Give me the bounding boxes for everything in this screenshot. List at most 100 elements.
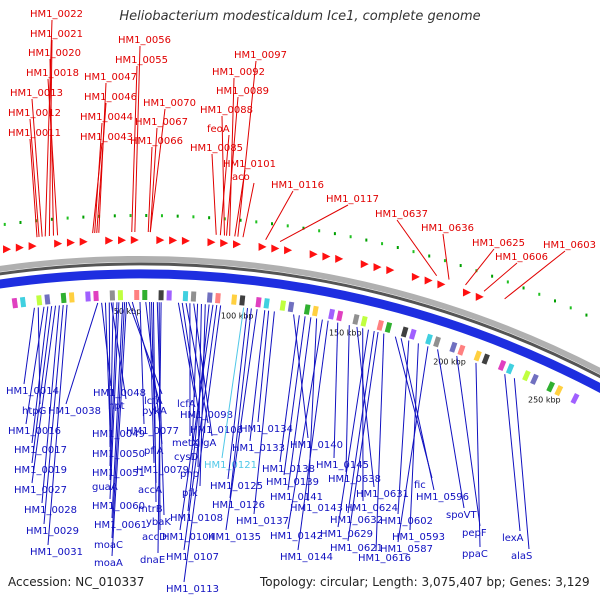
outer-marker bbox=[585, 313, 588, 317]
outer-marker bbox=[553, 299, 556, 303]
reverse-gene-label: HM1_0029 bbox=[26, 526, 79, 537]
reverse-gene-label: HM1_0038 bbox=[48, 406, 101, 417]
forward-gene-arrow bbox=[322, 252, 331, 261]
reverse-leader-line bbox=[177, 302, 196, 398]
inner-feature-block bbox=[530, 373, 539, 385]
inner-feature-block bbox=[190, 291, 197, 302]
forward-gene-arrow bbox=[233, 240, 242, 249]
reverse-leader-line bbox=[139, 301, 145, 425]
reverse-gene-label: HM1_0638 bbox=[328, 474, 381, 485]
reverse-leader-line bbox=[513, 378, 530, 550]
reverse-leader-line bbox=[347, 331, 375, 514]
forward-leader-line bbox=[149, 108, 166, 233]
inner-feature-block bbox=[85, 291, 91, 302]
forward-gene-arrow bbox=[373, 263, 382, 272]
reverse-leader-line bbox=[111, 302, 126, 539]
reverse-gene-label: HM1_0142 bbox=[270, 531, 323, 542]
forward-leader-line bbox=[442, 233, 450, 280]
reverse-leader-line bbox=[183, 305, 222, 583]
reverse-leader-line bbox=[347, 331, 379, 542]
inner-feature-block bbox=[255, 297, 262, 308]
inner-feature-block bbox=[142, 290, 148, 301]
reverse-gene-label: HM1_0051 bbox=[92, 468, 145, 479]
reverse-gene-label: HM1_0121 bbox=[204, 460, 257, 471]
forward-gene-arrow bbox=[156, 236, 165, 245]
reverse-leader-line bbox=[333, 322, 339, 459]
forward-gene-arrow bbox=[424, 276, 433, 285]
outer-marker bbox=[129, 214, 132, 218]
reverse-gene-label: HM1_0145 bbox=[316, 460, 369, 471]
backbone-core bbox=[0, 262, 600, 379]
reverse-gene-label: accA bbox=[138, 485, 162, 496]
reverse-leader-line bbox=[397, 340, 410, 515]
reverse-leader-line bbox=[337, 329, 369, 528]
outer-marker bbox=[538, 292, 541, 296]
forward-gene-arrow bbox=[309, 250, 318, 259]
reverse-gene-label: HM1_0108 bbox=[170, 513, 223, 524]
forward-leader-line bbox=[131, 65, 138, 233]
inner-feature-block bbox=[449, 341, 458, 353]
forward-gene-arrow bbox=[3, 245, 12, 254]
outer-marker bbox=[428, 254, 431, 258]
inner-feature-block bbox=[352, 314, 360, 325]
forward-leader-line bbox=[483, 262, 518, 292]
map-title: Heliobacterium modesticaldum Ice1, compl… bbox=[119, 9, 481, 24]
inner-feature-block bbox=[546, 381, 556, 393]
reverse-leader-line bbox=[475, 362, 481, 548]
forward-gene-label: HM1_0070 bbox=[143, 98, 196, 109]
forward-leader-line bbox=[44, 19, 53, 237]
forward-gene-label: HM1_0085 bbox=[190, 143, 243, 154]
reverse-leader-line bbox=[156, 302, 165, 516]
reverse-gene-label: dnaE bbox=[140, 555, 165, 566]
forward-gene-arrow bbox=[118, 236, 127, 245]
reverse-gene-label: HM1_0125 bbox=[210, 481, 263, 492]
reverse-gene-label: lcfA bbox=[177, 399, 196, 410]
forward-gene-label: feoA bbox=[207, 124, 230, 135]
reverse-gene-label: hpt bbox=[108, 401, 125, 412]
reverse-gene-label: HM1_0143 bbox=[290, 503, 343, 514]
forward-gene-label: HM1_0066 bbox=[130, 136, 183, 147]
forward-gene-label: HM1_0101 bbox=[223, 159, 276, 170]
reverse-gene-band bbox=[0, 269, 600, 394]
backbone-outer bbox=[0, 256, 600, 375]
outer-marker bbox=[443, 259, 446, 263]
outer-marker bbox=[160, 214, 163, 218]
forward-leader-line bbox=[47, 78, 59, 236]
forward-leader-line bbox=[465, 248, 495, 286]
reverse-gene-label: HM1_0019 bbox=[14, 465, 67, 476]
outer-marker bbox=[491, 274, 494, 278]
forward-leader-line bbox=[221, 115, 225, 236]
forward-gene-arrow bbox=[411, 272, 420, 281]
inner-feature-block bbox=[433, 336, 441, 348]
reverse-gene-label: HM1_0624 bbox=[345, 503, 398, 514]
reverse-leader-line bbox=[287, 319, 323, 530]
reverse-leader-line bbox=[109, 302, 118, 481]
inner-feature-block bbox=[481, 353, 490, 365]
reverse-gene-label: moaC bbox=[94, 540, 123, 551]
reverse-gene-label: cysD bbox=[174, 452, 199, 463]
reverse-leader-line bbox=[287, 317, 312, 491]
forward-gene-label: HM1_0636 bbox=[421, 223, 474, 234]
reverse-leader-line bbox=[504, 374, 521, 532]
forward-leader-line bbox=[279, 204, 349, 243]
scale-tick-label: 250 kbp bbox=[528, 396, 561, 405]
reverse-leader-line bbox=[104, 302, 111, 428]
reverse-leader-line bbox=[109, 302, 120, 500]
forward-leader-line bbox=[229, 77, 235, 236]
forward-gene-label: HM1_0625 bbox=[472, 238, 525, 249]
scale-tick-label: 100 kbp bbox=[221, 312, 254, 321]
reverse-gene-label: HM1_0126 bbox=[212, 500, 265, 511]
reverse-leader-line bbox=[149, 302, 155, 464]
reverse-gene-label: ppaC bbox=[462, 549, 488, 560]
forward-leader-line bbox=[504, 250, 566, 300]
forward-leader-line bbox=[147, 146, 153, 233]
reverse-leader-line bbox=[229, 308, 252, 499]
reverse-leader-line bbox=[253, 311, 275, 515]
reverse-gene-label: lcfA bbox=[144, 396, 163, 407]
forward-gene-label: HM1_0117 bbox=[326, 194, 379, 205]
inner-feature-block bbox=[60, 292, 67, 304]
forward-gene-label: HM1_0056 bbox=[118, 35, 171, 46]
reverse-gene-label: HM1_0113 bbox=[166, 584, 219, 595]
forward-gene-arrow bbox=[66, 238, 75, 247]
